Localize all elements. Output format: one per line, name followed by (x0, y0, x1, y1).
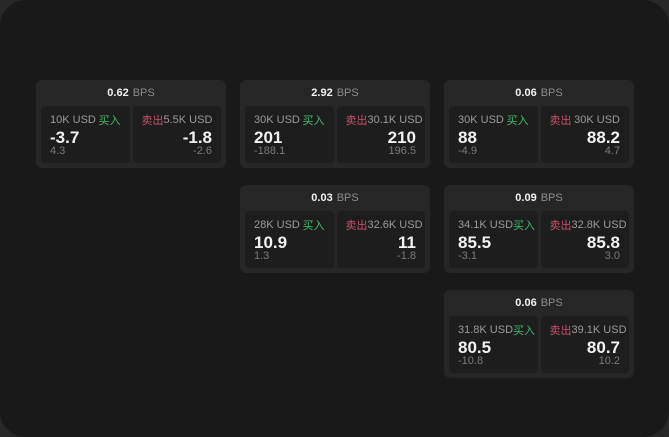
sell-notional: 5.5K USD (163, 114, 213, 126)
bps-value: 0.62 (107, 87, 129, 99)
sell-price: 88.2 (586, 127, 620, 147)
buy-price: 85.5 (458, 232, 492, 252)
bps-value: 0.06 (515, 87, 537, 99)
buy-delta: -10.8 (458, 355, 484, 367)
sell-delta: 10.2 (598, 355, 620, 367)
sell-notional: 32.8K USD (571, 219, 627, 231)
sell-delta: 196.5 (388, 145, 416, 157)
sell-notional: 32.6K USD (367, 219, 423, 231)
buy-delta: -4.9 (458, 145, 477, 157)
quote-card[interactable]: 2.92 BPS 30K USD 买入 201 -188.1 卖出 30.1K … (240, 80, 430, 168)
sell-panel[interactable]: 卖出 5.5K USD -1.8 -2.6 (132, 106, 221, 163)
card-header: 2.92 BPS (245, 80, 425, 106)
buy-side-label: 买入 (302, 115, 325, 127)
sell-notional: 39.1K USD (571, 324, 627, 336)
sell-delta: -1.8 (397, 250, 416, 262)
buy-side-label: 买入 (98, 115, 121, 127)
sell-delta: -2.6 (193, 145, 212, 157)
quote-card[interactable]: 0.03 BPS 28K USD 买入 10.9 1.3 卖出 32.6K US… (240, 185, 430, 273)
sell-price: 80.7 (586, 337, 620, 357)
card-header: 0.06 BPS (449, 80, 629, 106)
quote-card[interactable]: 0.06 BPS 30K USD 买入 88 -4.9 卖出 30K USD 8… (444, 80, 634, 168)
buy-delta: -3.1 (458, 250, 477, 262)
sell-delta: 3.0 (604, 250, 620, 262)
sell-notional: 30.1K USD (367, 114, 423, 126)
sell-side-label: 卖出 (141, 115, 164, 127)
quote-card[interactable]: 0.62 BPS 10K USD 买入 -3.7 4.3 卖出 5.5K USD… (36, 80, 226, 168)
buy-panel[interactable]: 31.8K USD 买入 80.5 -10.8 (449, 316, 538, 373)
quote-panels: 30K USD 买入 88 -4.9 卖出 30K USD 88.2 4.7 (449, 106, 629, 163)
sell-panel[interactable]: 卖出 30K USD 88.2 4.7 (540, 106, 629, 163)
buy-delta: -188.1 (254, 145, 286, 157)
card-header: 0.06 BPS (449, 290, 629, 316)
buy-side-label: 买入 (513, 325, 536, 337)
sell-notional: 30K USD (574, 114, 620, 126)
bps-label: BPS (132, 87, 155, 99)
card-header: 0.62 BPS (41, 80, 221, 106)
buy-notional: 28K USD (254, 219, 300, 231)
sell-side-label: 卖出 (345, 220, 368, 232)
sell-panel[interactable]: 卖出 30.1K USD 210 196.5 (336, 106, 425, 163)
buy-notional: 30K USD (458, 114, 504, 126)
bps-label: BPS (336, 192, 359, 204)
bps-label: BPS (540, 87, 563, 99)
buy-panel[interactable]: 30K USD 买入 88 -4.9 (449, 106, 538, 163)
buy-price: 88 (458, 127, 477, 147)
sell-delta: 4.7 (604, 145, 620, 157)
quote-panels: 10K USD 买入 -3.7 4.3 卖出 5.5K USD -1.8 -2.… (41, 106, 221, 163)
buy-side-label: 买入 (506, 115, 529, 127)
sell-side-label: 卖出 (549, 220, 572, 232)
card-header: 0.09 BPS (449, 185, 629, 211)
sell-panel[interactable]: 卖出 39.1K USD 80.7 10.2 (540, 316, 629, 373)
bps-label: BPS (540, 297, 563, 309)
sell-side-label: 卖出 (549, 325, 572, 337)
buy-notional: 10K USD (50, 114, 96, 126)
bps-value: 0.09 (515, 192, 537, 204)
quote-panels: 34.1K USD 买入 85.5 -3.1 卖出 32.8K USD 85.8… (449, 211, 629, 268)
quote-card[interactable]: 0.06 BPS 31.8K USD 买入 80.5 -10.8 卖出 39.1… (444, 290, 634, 378)
quote-panels: 30K USD 买入 201 -188.1 卖出 30.1K USD 210 1… (245, 106, 425, 163)
buy-delta: 1.3 (254, 250, 270, 262)
sell-price: 210 (387, 127, 416, 147)
sell-price: -1.8 (182, 127, 212, 147)
sell-panel[interactable]: 卖出 32.8K USD 85.8 3.0 (540, 211, 629, 268)
buy-notional: 34.1K USD (458, 219, 514, 231)
buy-price: 80.5 (458, 337, 492, 357)
sell-side-label: 卖出 (549, 115, 572, 127)
buy-price: 201 (254, 127, 283, 147)
bps-label: BPS (540, 192, 563, 204)
bps-label: BPS (336, 87, 359, 99)
quote-card[interactable]: 0.09 BPS 34.1K USD 买入 85.5 -3.1 卖出 32.8K… (444, 185, 634, 273)
bps-value: 0.06 (515, 297, 537, 309)
buy-notional: 31.8K USD (458, 324, 514, 336)
buy-panel[interactable]: 34.1K USD 买入 85.5 -3.1 (449, 211, 538, 268)
buy-side-label: 买入 (513, 220, 536, 232)
sell-price: 85.8 (586, 232, 620, 252)
buy-side-label: 买入 (302, 220, 325, 232)
bps-value: 2.92 (311, 87, 333, 99)
quote-panels: 28K USD 买入 10.9 1.3 卖出 32.6K USD 11 -1.8 (245, 211, 425, 268)
buy-price: 10.9 (254, 232, 288, 252)
bps-value: 0.03 (311, 192, 333, 204)
buy-panel[interactable]: 30K USD 买入 201 -188.1 (245, 106, 334, 163)
card-header: 0.03 BPS (245, 185, 425, 211)
sell-panel[interactable]: 卖出 32.6K USD 11 -1.8 (336, 211, 425, 268)
buy-delta: 4.3 (50, 145, 66, 157)
quote-panels: 31.8K USD 买入 80.5 -10.8 卖出 39.1K USD 80.… (449, 316, 629, 373)
buy-panel[interactable]: 10K USD 买入 -3.7 4.3 (41, 106, 130, 163)
sell-side-label: 卖出 (345, 115, 368, 127)
sell-price: 11 (398, 232, 416, 252)
buy-notional: 30K USD (254, 114, 300, 126)
buy-panel[interactable]: 28K USD 买入 10.9 1.3 (245, 211, 334, 268)
buy-price: -3.7 (50, 127, 80, 147)
